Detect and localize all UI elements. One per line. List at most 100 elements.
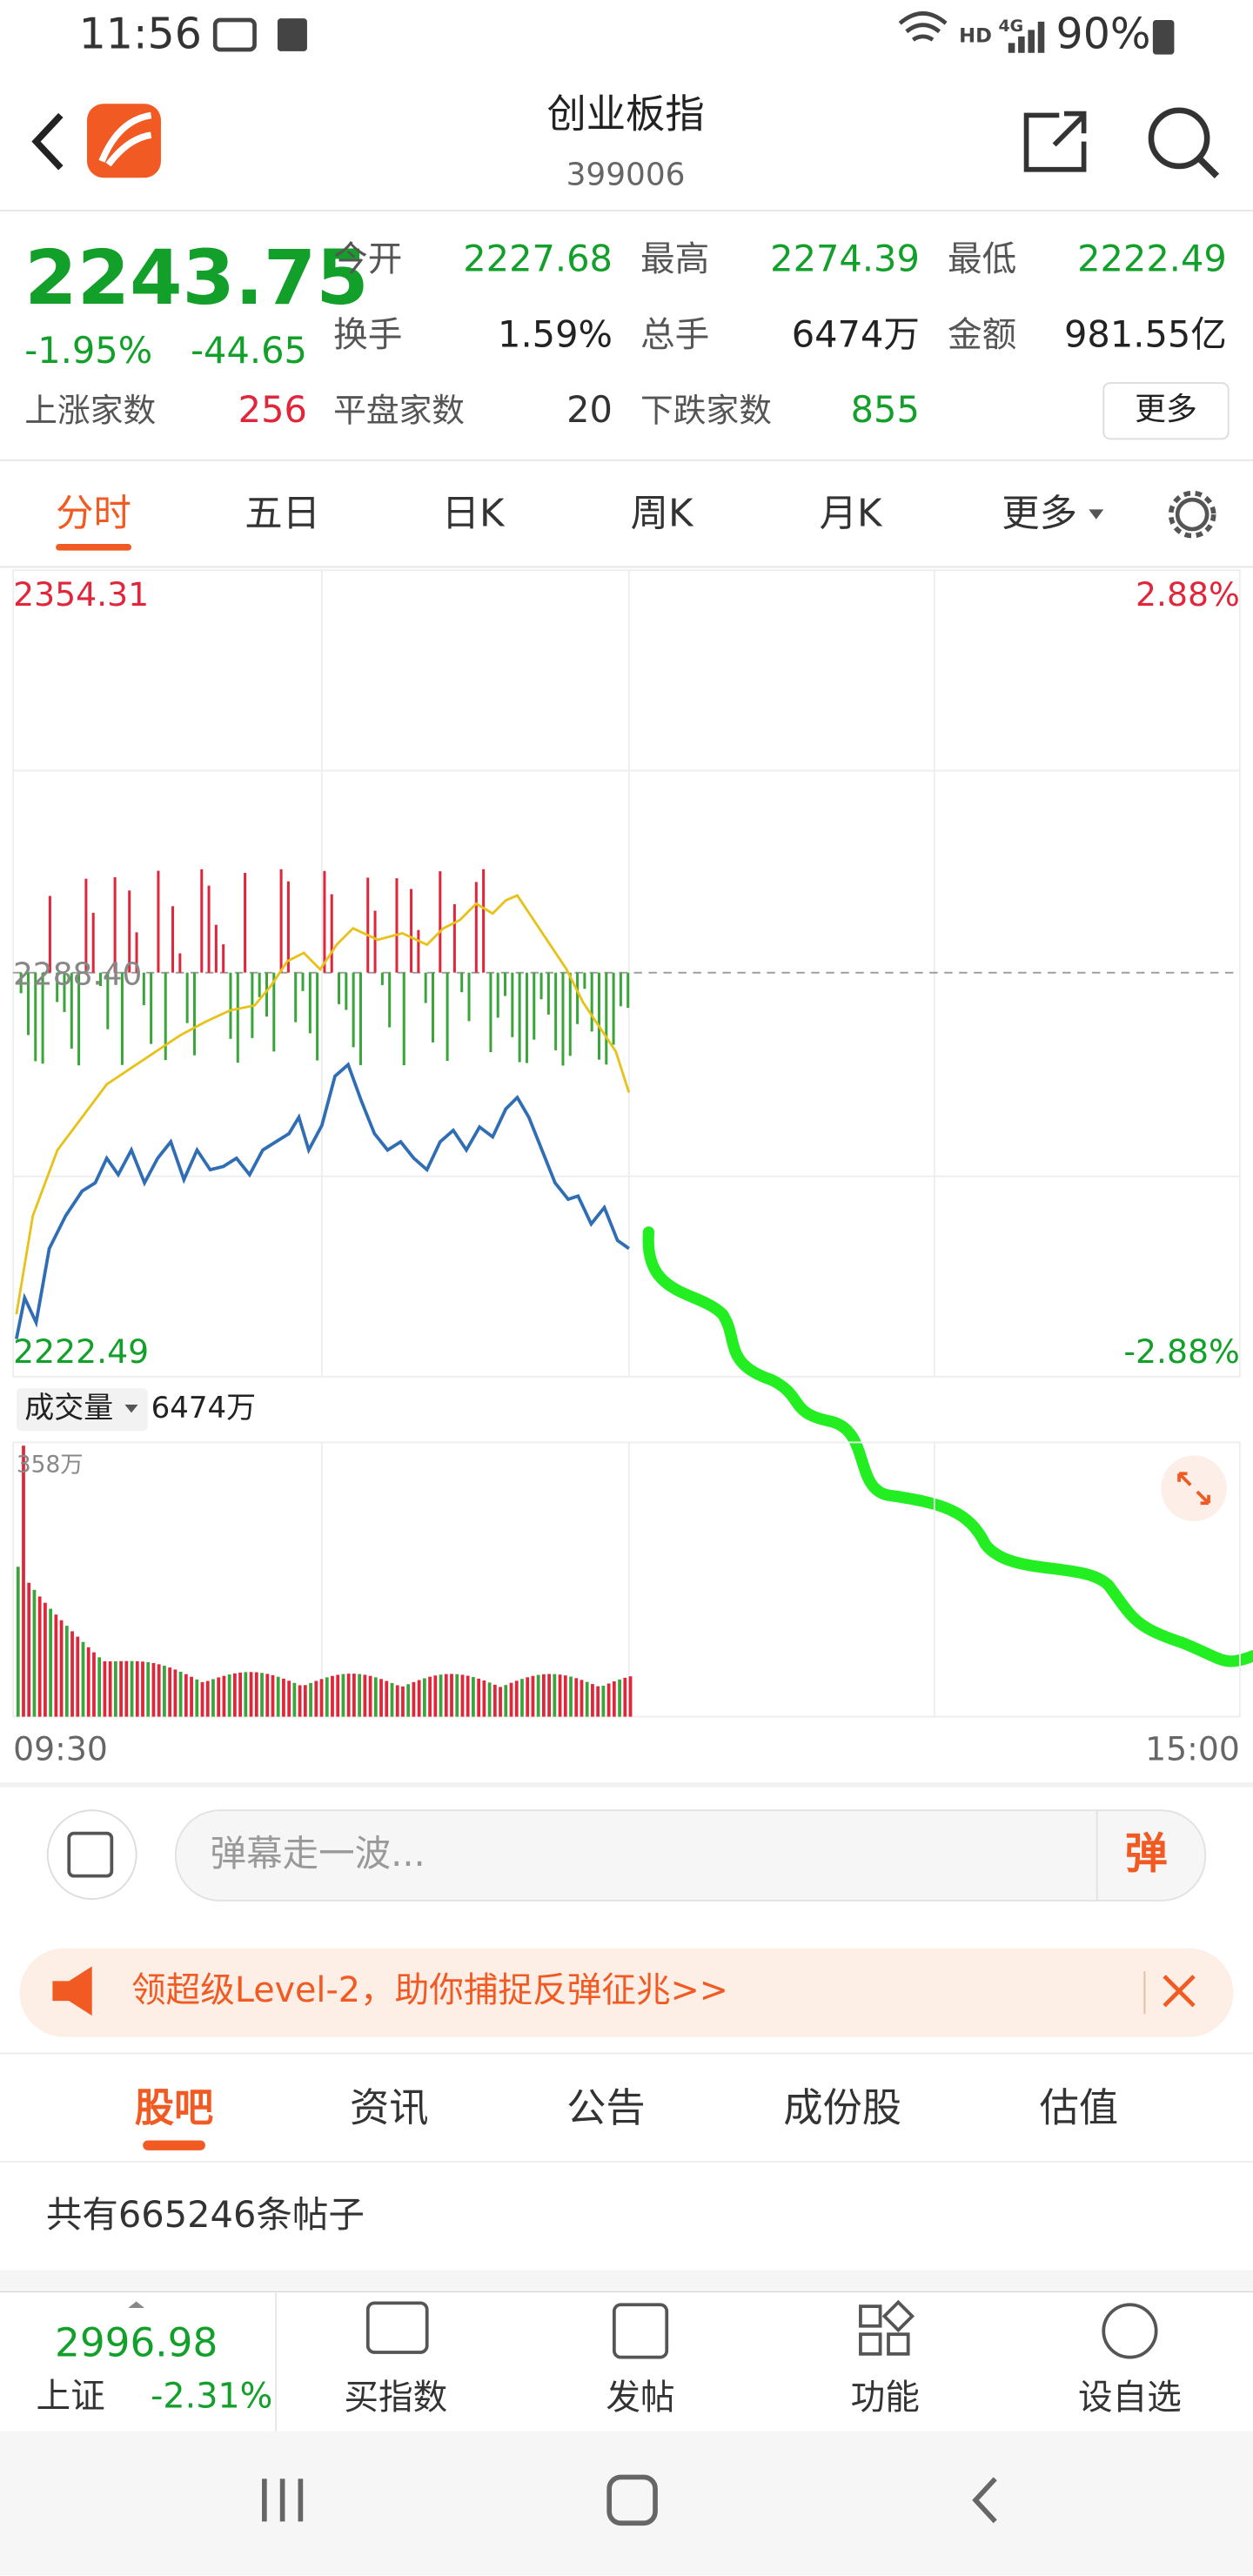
volume-bars <box>16 1446 633 1717</box>
nav-bar <box>0 2431 1253 2576</box>
period-tabs: 分时 五日 日K 周K 月K 更多 <box>56 492 1104 535</box>
period-tab[interactable]: 五日 <box>245 492 320 535</box>
volume-bar <box>157 1664 161 1717</box>
tick-bar <box>77 972 81 1066</box>
expand-button[interactable] <box>1161 1455 1227 1521</box>
back-button[interactable] <box>31 112 64 171</box>
tick-bar <box>424 972 427 1003</box>
tab-underline <box>56 544 131 551</box>
tick-bar <box>301 972 305 991</box>
volume-bar <box>298 1685 302 1717</box>
volume-bar <box>319 1679 324 1717</box>
period-tab[interactable]: 分时 <box>56 492 131 535</box>
tick-bar <box>590 972 593 1032</box>
tick-bar <box>597 972 600 1060</box>
volume-bar <box>585 1681 589 1717</box>
more-button[interactable] <box>1102 382 1230 440</box>
period-tab[interactable]: 月K <box>820 492 883 535</box>
volume-bar <box>227 1674 231 1717</box>
field-label: 最高 <box>640 239 709 279</box>
bottom-action[interactable]: 功能 <box>851 2378 920 2418</box>
volume-bar <box>623 1677 627 1717</box>
volume-bar <box>282 1678 285 1717</box>
field-value: 2222.49 <box>1077 237 1227 279</box>
status-signal: 4G <box>998 17 1023 36</box>
time-end: 15:00 <box>1145 1730 1240 1768</box>
volume-bar <box>163 1666 166 1717</box>
danmaku-button[interactable]: 弹 <box>1125 1828 1168 1879</box>
volume-bar <box>325 1677 329 1717</box>
danmaku-settings[interactable] <box>46 1809 137 1901</box>
period-tab[interactable]: 周K <box>631 492 694 535</box>
nav-recent[interactable] <box>262 2479 304 2522</box>
content-tab[interactable]: 资讯 <box>350 2085 429 2131</box>
settings-gear <box>1168 490 1216 539</box>
content-tab[interactable]: 公告 <box>566 2085 646 2131</box>
content-tabs: 股吧 资讯 公告 成份股 估值 <box>135 2085 1118 2131</box>
nav-back[interactable] <box>972 2477 997 2524</box>
volume-bar <box>541 1674 546 1717</box>
change: -44.65 <box>191 329 307 372</box>
period-tab[interactable]: 更多 <box>1002 492 1077 535</box>
volume-bar <box>113 1660 117 1717</box>
volume-bar <box>569 1676 573 1717</box>
volume-bar <box>119 1660 123 1717</box>
content-tab[interactable]: 股吧 <box>135 2085 214 2131</box>
banner-close[interactable] <box>1163 1975 1196 2008</box>
tick-bar <box>467 972 471 1022</box>
price: 2243.75 <box>24 234 368 322</box>
volume-bar <box>385 1680 389 1717</box>
action-icon <box>365 2301 429 2354</box>
volume-bar <box>92 1652 96 1717</box>
promo-banner[interactable] <box>19 1948 1234 2037</box>
down-count: 855 <box>851 388 920 431</box>
settings-button[interactable] <box>1175 497 1209 532</box>
volume-bar <box>64 1626 69 1717</box>
volume-bar <box>531 1675 535 1717</box>
tick-bar <box>352 972 355 1048</box>
volume-bar <box>184 1674 188 1717</box>
tick-bar <box>106 972 110 1030</box>
tick-bar <box>605 972 608 1065</box>
status-icon <box>212 17 257 52</box>
volume-bar <box>422 1678 426 1717</box>
volume-bar <box>466 1675 470 1717</box>
field-value: 2274.39 <box>770 237 920 279</box>
share-button[interactable] <box>1023 111 1087 172</box>
bottom-action[interactable]: 发帖 <box>606 2378 674 2418</box>
header-title: 创业板指 <box>546 91 704 137</box>
tick-bar <box>380 972 384 985</box>
bottom-action[interactable]: 买指数 <box>344 2378 447 2418</box>
tick-bar <box>410 889 413 973</box>
volume-selector[interactable] <box>16 1388 148 1432</box>
nav-home[interactable] <box>606 2474 658 2526</box>
danmaku-input[interactable] <box>174 1809 1207 1902</box>
bottom-action[interactable]: 设自选 <box>1078 2378 1182 2418</box>
volume-bar <box>287 1680 291 1717</box>
volume-bar <box>596 1686 600 1717</box>
content-tab[interactable]: 估值 <box>1040 2085 1119 2131</box>
bottom-actions: 买指数 发帖 功能 设自选 <box>344 2378 1181 2418</box>
volume-grid <box>12 1441 1241 1718</box>
volume-bar <box>200 1681 204 1717</box>
pct-low: -2.88% <box>1123 1332 1240 1371</box>
volume-bar <box>450 1674 453 1717</box>
more-label: 更多 <box>1135 392 1197 427</box>
volume-bar <box>455 1674 459 1717</box>
period-tab[interactable]: 日K <box>442 492 506 535</box>
tick-bar <box>185 972 189 1023</box>
tick-bar <box>41 972 44 1064</box>
volume-bar <box>368 1675 372 1717</box>
index-value[interactable]: 2996.98 <box>55 2319 218 2365</box>
volume-max: 358万 <box>17 1451 84 1478</box>
volume-bar <box>601 1685 606 1717</box>
volume-bar <box>336 1674 340 1717</box>
search-button[interactable] <box>1148 107 1210 170</box>
volume-bar <box>379 1679 383 1717</box>
status-network: HD <box>959 24 992 47</box>
volume-bar <box>401 1686 405 1717</box>
tick-bar <box>323 870 326 973</box>
tick-bar <box>84 878 88 973</box>
content-tab[interactable]: 成份股 <box>783 2085 901 2131</box>
volume-bar <box>580 1680 584 1717</box>
